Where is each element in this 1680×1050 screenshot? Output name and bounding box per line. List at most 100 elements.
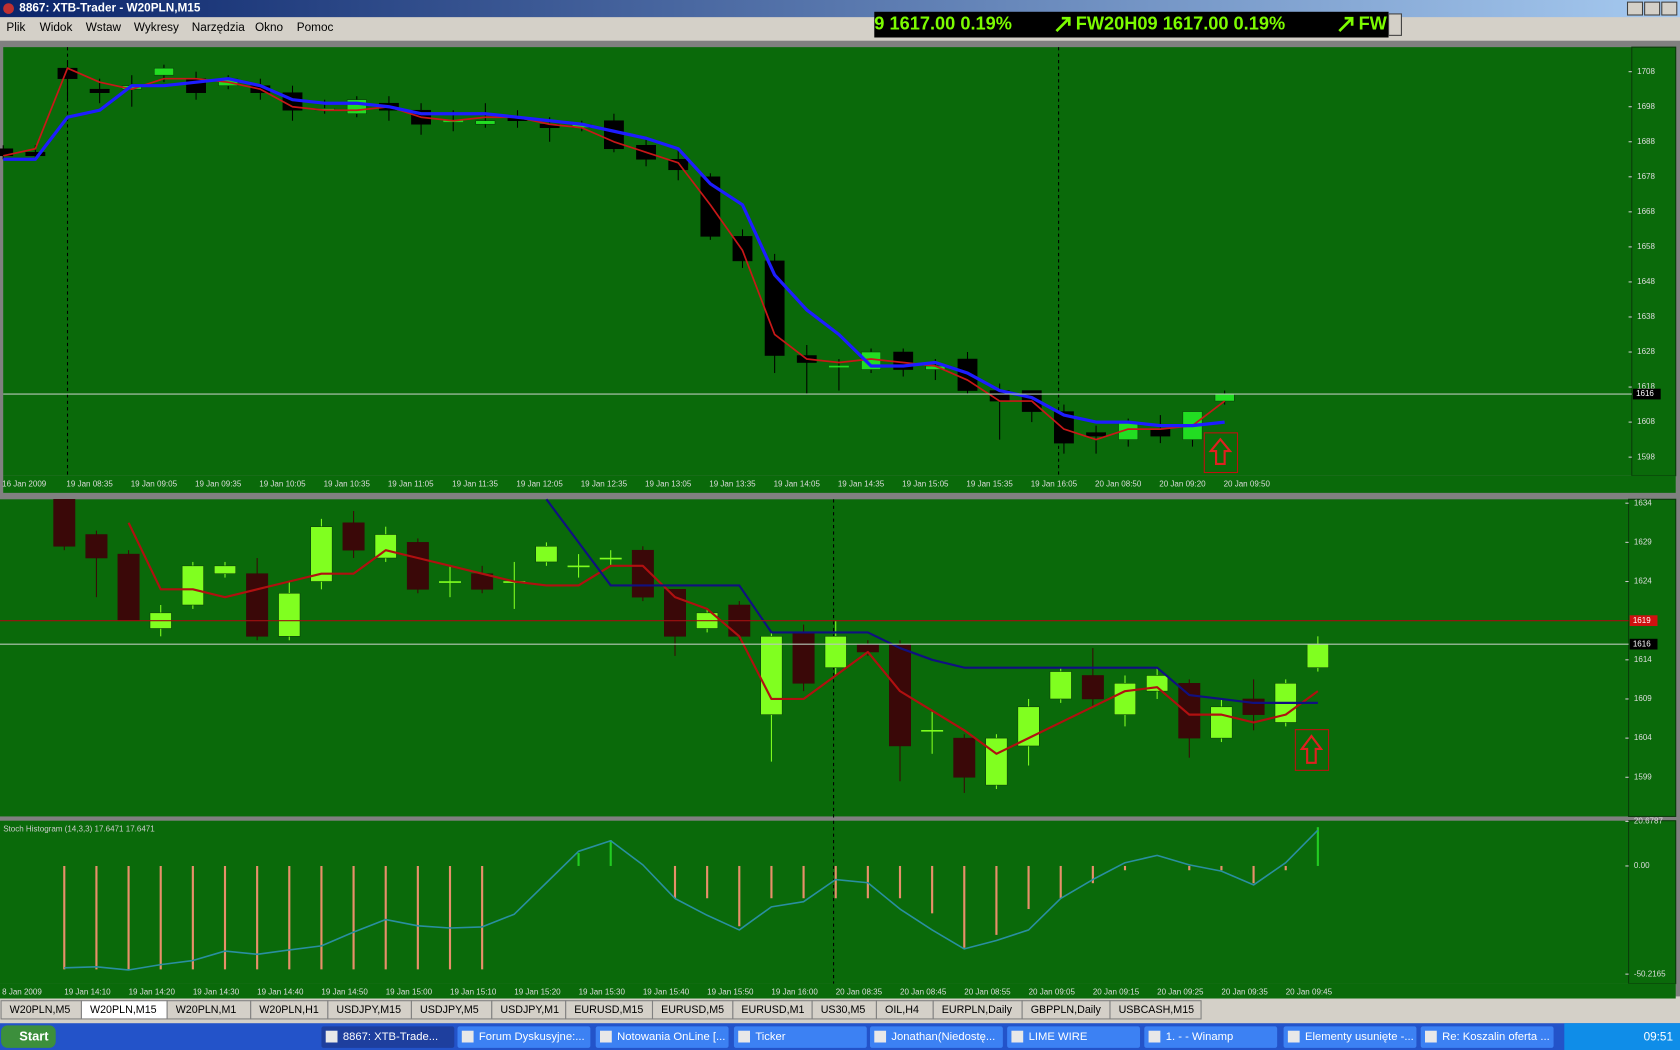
- task-icon[interactable]: [1287, 1030, 1300, 1043]
- candle-body: [1150, 428, 1171, 437]
- task-button[interactable]: [870, 1026, 1003, 1048]
- tab-label[interactable]: US30,M5: [821, 1004, 866, 1016]
- tab-label[interactable]: W20PLN,M5: [10, 1004, 71, 1016]
- menu-item[interactable]: Pomoc: [297, 21, 334, 34]
- menu-item[interactable]: Wykresy: [134, 21, 179, 34]
- task-button[interactable]: [1144, 1026, 1278, 1048]
- menu-item[interactable]: Narzędzia: [192, 21, 245, 34]
- task-button[interactable]: [1283, 1026, 1417, 1048]
- x-tick-label: 16 Jan 2009: [2, 479, 47, 488]
- tab-label[interactable]: EURUSD,M1: [741, 1004, 804, 1016]
- close-button[interactable]: [1661, 1, 1678, 16]
- task-label[interactable]: LIME WIRE: [1029, 1031, 1088, 1043]
- restore-button[interactable]: [1644, 1, 1661, 16]
- task-button[interactable]: [595, 1026, 729, 1048]
- tab-label[interactable]: USDJPY,M1: [500, 1004, 559, 1016]
- task-label[interactable]: Ticker: [755, 1031, 785, 1043]
- task-label[interactable]: Elementy usunięte -...: [1305, 1031, 1414, 1043]
- tab-label[interactable]: W20PLN,M1: [176, 1004, 237, 1016]
- x-tick-label: 19 Jan 14:20: [129, 987, 176, 996]
- price-tag: [1629, 638, 1658, 650]
- tab-label[interactable]: GBPPLN,Daily: [1031, 1004, 1102, 1016]
- candle-body: [1210, 706, 1233, 739]
- task-icon[interactable]: [738, 1030, 750, 1043]
- y-tick-label: 1629: [1634, 537, 1652, 546]
- tab-label[interactable]: USBCASH,M15: [1119, 1004, 1195, 1016]
- tab-label[interactable]: W20PLN,M15: [90, 1004, 157, 1016]
- candle-body: [214, 565, 236, 574]
- ticker-text: FW: [1359, 13, 1388, 33]
- x-tick-label: 19 Jan 14:30: [193, 987, 240, 996]
- task-label[interactable]: Notowania OnLine [...: [617, 1031, 725, 1043]
- task-button[interactable]: [733, 1026, 867, 1048]
- candle-body: [829, 365, 849, 368]
- x-tick-label: 19 Jan 13:35: [709, 479, 756, 488]
- task-icon[interactable]: [600, 1030, 612, 1043]
- task-icon[interactable]: [1011, 1030, 1024, 1043]
- task-icon[interactable]: [461, 1030, 474, 1043]
- task-label[interactable]: Jonathan(Niedostę...: [891, 1031, 995, 1043]
- task-icon[interactable]: [325, 1030, 338, 1043]
- task-button[interactable]: [1007, 1026, 1140, 1048]
- candle-body: [246, 573, 269, 637]
- x-tick-label: 19 Jan 16:00: [771, 987, 818, 996]
- menu-item[interactable]: Plik: [6, 21, 25, 34]
- tab-label[interactable]: EURUSD,M5: [661, 1004, 724, 1016]
- menu-item[interactable]: Wstaw: [86, 21, 122, 34]
- menu-item[interactable]: Okno: [255, 21, 284, 34]
- ticker-text: FW20H09 1617.00 0.19%: [1076, 13, 1285, 33]
- candle-body: [567, 565, 590, 568]
- tab-label[interactable]: EURUSD,M15: [574, 1004, 643, 1016]
- tab-label[interactable]: USDJPY,M5: [420, 1004, 479, 1016]
- candle-body: [1114, 683, 1136, 715]
- y-tick-label: 1678: [1637, 172, 1655, 181]
- task-button[interactable]: [321, 1026, 455, 1048]
- ticker-arrow: [1338, 16, 1354, 33]
- candle-body: [599, 557, 622, 560]
- menu-item[interactable]: Widok: [40, 21, 73, 34]
- y-tick-label: 1608: [1637, 417, 1655, 426]
- y-tick-label: 1658: [1637, 242, 1655, 251]
- candle-body: [181, 565, 204, 606]
- ticker-pause[interactable]: [1388, 13, 1402, 36]
- candle-body: [1054, 411, 1074, 444]
- task-icon[interactable]: [1148, 1030, 1161, 1043]
- window-title: 8867: XTB-Trader - W20PLN,M15: [19, 2, 201, 15]
- candle-body: [953, 737, 976, 778]
- x-tick-label: 20 Jan 09:50: [1224, 479, 1271, 488]
- tab[interactable]: [1109, 1000, 1202, 1020]
- x-tick-label: 19 Jan 11:35: [452, 479, 498, 488]
- x-tick-label: 19 Jan 15:05: [902, 479, 949, 488]
- candle-body: [824, 636, 847, 668]
- task-label[interactable]: 8867: XTB-Trade...: [343, 1031, 438, 1043]
- price-tag-label: 1619: [1633, 616, 1651, 625]
- candle-body: [154, 67, 174, 76]
- start-button[interactable]: [1, 1025, 56, 1048]
- start-label[interactable]: Start: [19, 1029, 49, 1044]
- x-tick-label: 19 Jan 12:05: [516, 479, 563, 488]
- task-label[interactable]: Forum Dyskusyjne:...: [479, 1031, 585, 1043]
- x-tick-label: 19 Jan 14:50: [321, 987, 368, 996]
- task-label[interactable]: 1. - - Winamp: [1166, 1031, 1234, 1043]
- task-label[interactable]: Re: Koszalin oferta ...: [1442, 1031, 1550, 1043]
- candle-body: [1214, 393, 1235, 402]
- candle-body: [85, 534, 108, 559]
- task-icon[interactable]: [1425, 1030, 1437, 1043]
- candle-body: [53, 499, 76, 547]
- tab-label[interactable]: W20PLN,H1: [259, 1004, 319, 1016]
- task-button[interactable]: [1420, 1026, 1554, 1048]
- task-button[interactable]: [457, 1026, 591, 1048]
- tab-label[interactable]: EURPLN,Daily: [942, 1004, 1013, 1016]
- tab-label[interactable]: USDJPY,M15: [336, 1004, 401, 1016]
- x-tick-label: 19 Jan 15:30: [579, 987, 626, 996]
- y-tick-label: 20.6787: [1634, 817, 1664, 826]
- x-tick-label: 19 Jan 15:50: [707, 987, 754, 996]
- price-tag-label: 1616: [1636, 389, 1654, 398]
- tab-label[interactable]: OIL,H4: [885, 1004, 919, 1016]
- minimize-button[interactable]: [1626, 1, 1644, 16]
- y-tick-label: 1598: [1637, 452, 1655, 461]
- candle-body: [278, 592, 301, 637]
- window-buttons[interactable]: [1626, 1, 1678, 16]
- main-axis: [1631, 46, 1677, 477]
- task-icon[interactable]: [874, 1030, 887, 1043]
